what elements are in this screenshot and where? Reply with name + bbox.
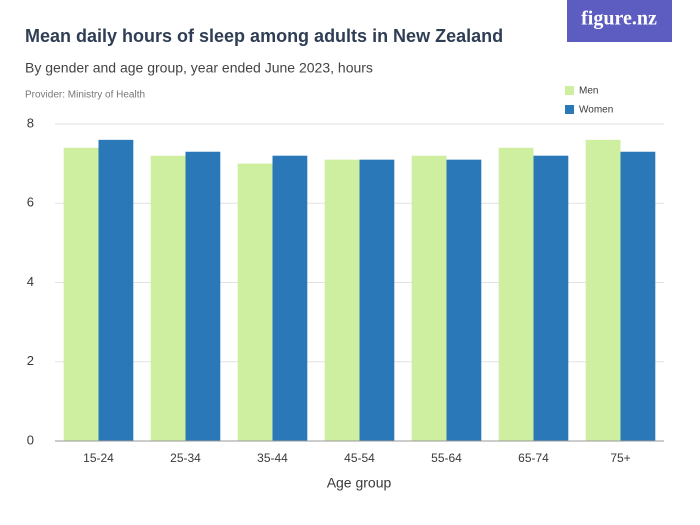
bar	[498, 147, 534, 441]
chart-subtitle: By gender and age group, year ended June…	[25, 60, 373, 76]
bar	[533, 155, 569, 441]
x-tick-label: 75+	[610, 451, 630, 465]
x-tick-label: 25-34	[170, 451, 201, 465]
bar	[446, 159, 482, 441]
bar	[585, 139, 621, 441]
legend-label: Women	[579, 105, 613, 116]
logo-box	[567, 0, 672, 42]
bar	[185, 151, 221, 442]
x-axis-label: Age group	[327, 475, 392, 491]
provider: Provider: Ministry of Health	[25, 90, 145, 101]
bar	[359, 159, 395, 441]
y-tick-label: 0	[27, 432, 34, 447]
chart-title: Mean daily hours of sleep among adults i…	[25, 26, 503, 46]
bar	[150, 155, 186, 441]
y-tick-label: 8	[27, 115, 34, 130]
legend-label: Men	[579, 86, 598, 97]
bar	[272, 155, 308, 441]
bar	[237, 163, 273, 441]
legend-swatch	[565, 86, 574, 95]
logo: figure.nz	[581, 8, 657, 30]
bar	[98, 139, 134, 441]
bar	[620, 151, 656, 442]
bar	[63, 147, 99, 441]
x-tick-label: 45-54	[344, 451, 375, 465]
x-tick-label: 35-44	[257, 451, 288, 465]
y-tick-label: 6	[27, 195, 34, 210]
y-tick-label: 4	[27, 274, 34, 289]
bar	[324, 159, 360, 441]
legend-swatch	[565, 105, 574, 114]
y-tick-label: 2	[27, 353, 34, 368]
bar	[411, 155, 447, 441]
x-tick-label: 55-64	[431, 451, 462, 465]
x-tick-label: 65-74	[518, 451, 549, 465]
x-tick-label: 15-24	[83, 451, 114, 465]
